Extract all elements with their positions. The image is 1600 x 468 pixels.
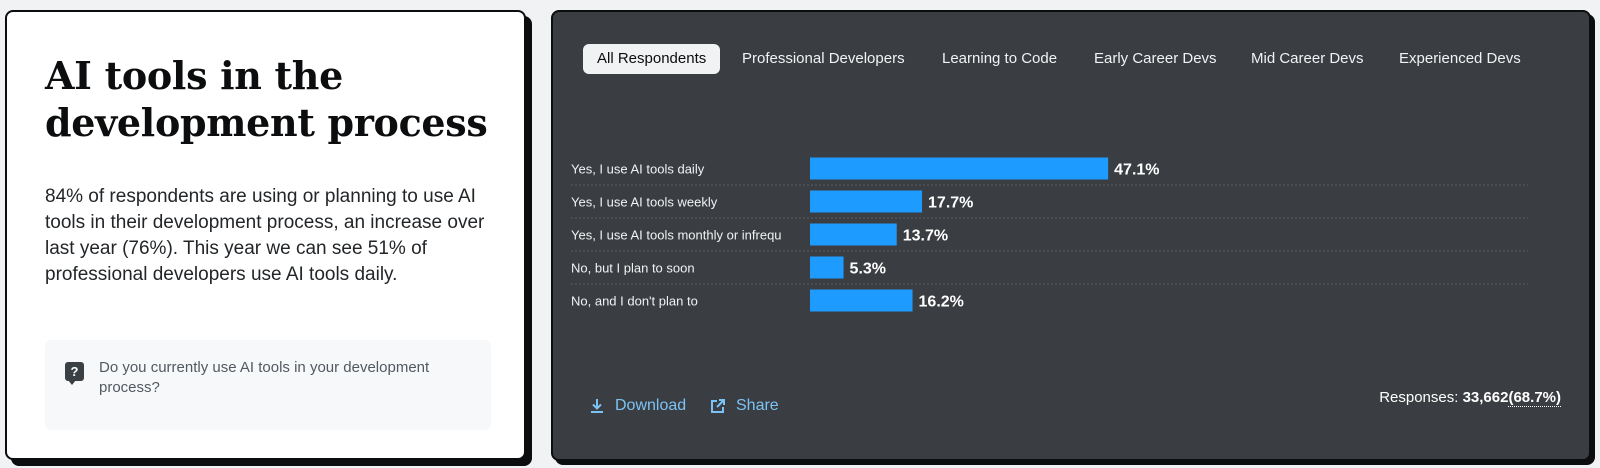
summary-description: 84% of respondents are using or planning… [45,186,485,285]
chart-row: Yes, I use AI tools weekly 17.7% [571,190,1528,219]
question-icon: ? [65,362,84,385]
category-label: No, but I plan to soon [571,261,695,276]
tab-learning-to-code[interactable]: Learning to Code [942,50,1058,67]
tab-professional-developers[interactable]: Professional Developers [742,50,905,67]
responses-label: Responses: [1379,389,1459,406]
responses-summary: Responses: 33,662(68.7%) [1379,389,1561,407]
bar[interactable] [810,256,844,279]
category-label: Yes, I use AI tools monthly or infrequ [571,228,782,243]
chart-row: Yes, I use AI tools monthly or infrequ 13… [571,223,1528,252]
category-label: No, and I don't plan to [571,294,698,309]
bar[interactable] [810,289,913,312]
download-label: Download [615,397,687,414]
chart-row: No, and I don't plan to 16.2% [571,289,964,312]
tab-early-career-devs[interactable]: Early Career Devs [1094,50,1217,67]
summary-card: AI tools in the development process 84% … [5,10,526,460]
question-text: Do you currently use AI tools in your de… [99,359,430,396]
value-label: 16.2% [919,294,964,311]
category-label: Yes, I use AI tools daily [571,162,705,177]
chart-panel: All Respondents Professional Developers … [551,10,1591,461]
page-title: AI tools in the development process [45,53,488,145]
value-label: 17.7% [928,195,973,212]
value-label: 47.1% [1114,162,1159,179]
tab-mid-career-devs[interactable]: Mid Career Devs [1251,50,1364,67]
question-box: ? Do you currently use AI tools in your … [45,340,491,430]
bar[interactable] [810,157,1109,180]
chart-row: No, but I plan to soon 5.3% [571,256,1528,285]
chart-row: Yes, I use AI tools daily 47.1% [571,157,1528,186]
external-link-icon [711,399,725,413]
tab-all-respondents[interactable]: All Respondents [583,44,721,74]
value-label: 5.3% [850,261,886,278]
responses-count: 33,662 [1462,389,1509,406]
bar-chart: Yes, I use AI tools daily 47.1%Yes, I use… [571,157,1528,312]
value-label: 13.7% [903,228,948,245]
bar[interactable] [810,223,897,246]
tab-experienced-devs[interactable]: Experienced Devs [1399,50,1521,67]
category-label: Yes, I use AI tools weekly [571,195,718,210]
bar[interactable] [810,190,923,213]
download-icon [591,399,603,413]
share-label: Share [736,397,779,414]
responses-percent[interactable]: (68.7%) [1508,389,1561,407]
